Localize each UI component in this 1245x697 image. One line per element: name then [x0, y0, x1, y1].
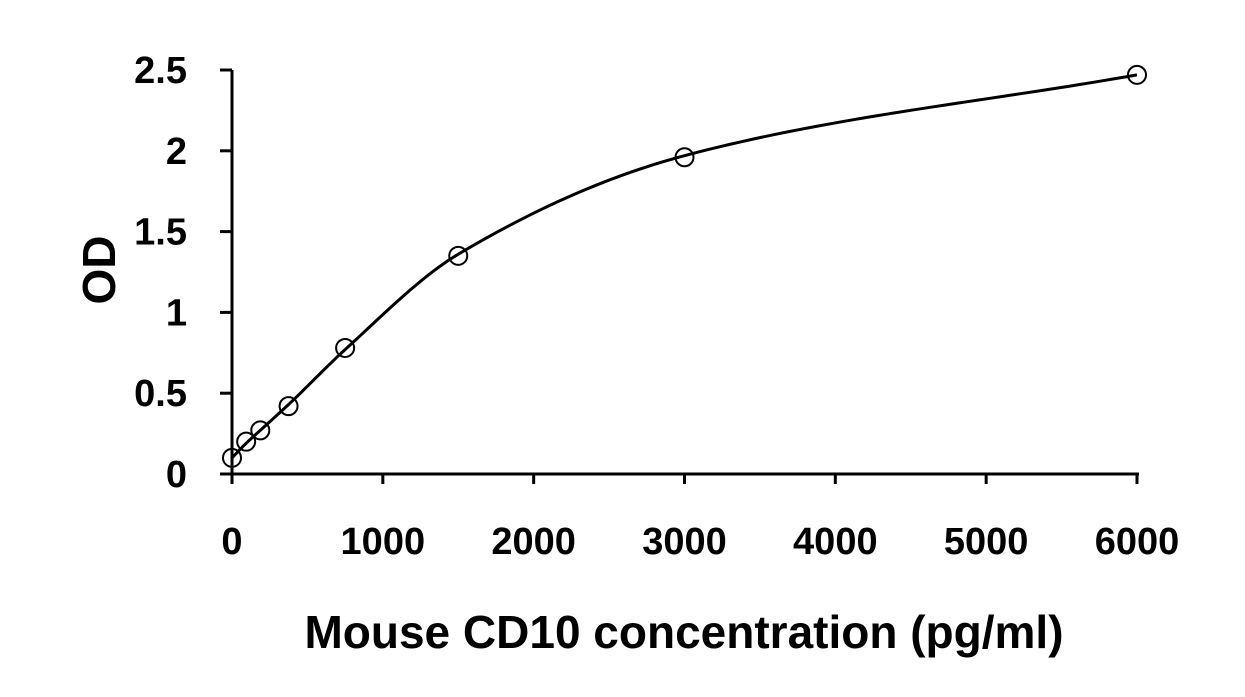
data-point [236, 431, 257, 452]
data-points [222, 64, 1147, 468]
data-point [222, 447, 242, 468]
x-tick-label: 4000 [793, 521, 878, 563]
y-tick-label: 2 [166, 131, 187, 173]
y-tick-label: 1 [166, 292, 187, 334]
x-tick-label: 5000 [944, 521, 1029, 563]
y-tick-label: 0 [166, 454, 187, 496]
data-point [448, 245, 469, 266]
fit-curve [230, 73, 1138, 459]
x-axis-title: Mouse CD10 concentration (pg/ml) [304, 606, 1063, 658]
data-point [250, 420, 271, 441]
x-tick-label: 6000 [1095, 521, 1180, 563]
fit-curve-group [230, 73, 1138, 459]
x-tick-label: 0 [221, 521, 242, 563]
y-axis-title: OD [73, 236, 125, 305]
axes [230, 70, 1139, 476]
data-point [278, 396, 299, 417]
y-tick-label: 1.5 [134, 212, 187, 254]
y-tick-label: 2.5 [134, 50, 187, 92]
y-tick-label: 0.5 [134, 373, 187, 415]
x-tick-label: 1000 [341, 521, 426, 563]
data-point [1127, 64, 1147, 85]
data-point [674, 147, 695, 168]
x-tick-label: 2000 [491, 521, 576, 563]
data-point [335, 337, 356, 358]
ticks: 0 1000 2000 3000 4000 5000 6000 0 0.5 1 1.5 2 2.5 [134, 50, 1179, 563]
x-tick-label: 3000 [642, 521, 727, 563]
